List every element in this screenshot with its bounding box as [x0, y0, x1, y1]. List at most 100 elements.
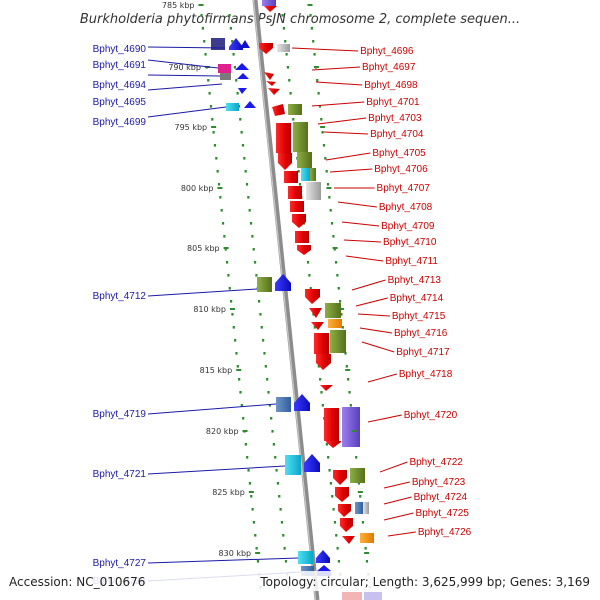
gene-label-left[interactable]: Bphyt_4690: [93, 44, 147, 55]
tick-dot: [312, 40, 315, 43]
tick-dot: [333, 521, 337, 524]
gene-feature: [360, 533, 374, 543]
label-connector: [315, 81, 363, 86]
gene-feature: [314, 333, 329, 354]
tick-dot: [216, 170, 219, 173]
tick-dot: [319, 378, 322, 381]
label-connector: [147, 403, 277, 415]
label-connector: [367, 414, 402, 423]
gene-feature: [298, 551, 313, 564]
kbp-tick: [320, 126, 326, 128]
label-connector: [323, 131, 369, 135]
gene-label-left[interactable]: Bphyt_4691: [93, 60, 147, 71]
tick-dot: [219, 196, 222, 199]
gene-label-right[interactable]: Bphyt_4724: [414, 492, 468, 503]
gene-feature: [237, 73, 249, 79]
tick-dot: [279, 508, 282, 511]
gene-label-right[interactable]: Bphyt_4722: [409, 457, 463, 468]
tick-dot: [284, 560, 288, 563]
gene-label-right[interactable]: Bphyt_4720: [404, 410, 458, 421]
tick-dot: [252, 248, 255, 251]
tick-dot: [245, 183, 249, 186]
gene-label-right[interactable]: Bphyt_4717: [396, 347, 450, 358]
gene-label-right[interactable]: Bphyt_4701: [366, 97, 420, 108]
gene-label-right[interactable]: Bphyt_4715: [392, 311, 446, 322]
tick-dot: [349, 404, 352, 407]
tick-dot: [288, 79, 291, 82]
gene-feature: [316, 354, 331, 370]
kbp-tick: [198, 4, 204, 6]
gene-label-right[interactable]: Bphyt_4705: [372, 148, 426, 159]
gene-label-right[interactable]: Bphyt_4706: [374, 164, 428, 175]
tick-dot: [336, 274, 339, 277]
label-connector: [147, 46, 226, 49]
tick-dot: [340, 313, 343, 316]
gene-feature: [306, 182, 321, 200]
tick-dot: [200, 14, 203, 17]
gene-label-left[interactable]: Bphyt_4719: [93, 409, 147, 420]
gene-label-left[interactable]: Bphyt_4695: [93, 97, 147, 108]
gene-label-right[interactable]: Bphyt_4710: [383, 237, 437, 248]
tick-dot: [274, 456, 277, 459]
tick-dot: [248, 209, 251, 212]
gene-label-right[interactable]: Bphyt_4714: [390, 293, 444, 304]
gene-label-left[interactable]: Bphyt_4727: [93, 558, 147, 569]
tick-dot: [231, 40, 234, 43]
kbp-tick: [351, 430, 357, 432]
gene-label-left[interactable]: Bphyt_4712: [93, 291, 147, 302]
gene-label-right[interactable]: Bphyt_4704: [370, 129, 424, 140]
tick-dot: [231, 313, 234, 316]
gene-label-right[interactable]: Bphyt_4725: [416, 508, 470, 519]
gene-label-right[interactable]: Bphyt_4696: [360, 46, 414, 57]
gene-label-left[interactable]: Bphyt_4721: [93, 469, 147, 480]
tick-dot: [325, 170, 328, 173]
gene-label-left[interactable]: Bphyt_4694: [93, 80, 147, 91]
label-connector: [361, 341, 395, 353]
gene-label-right[interactable]: Bphyt_4723: [412, 477, 466, 488]
label-connector: [329, 168, 373, 173]
gene-feature: [288, 186, 302, 199]
tick-dot: [207, 79, 210, 82]
gene-label-right[interactable]: Bphyt_4709: [381, 221, 435, 232]
gene-feature: [276, 123, 291, 153]
gene-feature: [330, 330, 346, 353]
tick-dot: [328, 196, 331, 199]
gene-label-right[interactable]: Bphyt_4708: [379, 202, 433, 213]
tick-dot: [251, 235, 254, 238]
gene-feature: [292, 214, 306, 228]
tick-dot: [248, 482, 252, 485]
kbp-tick: [332, 247, 338, 249]
gene-label-right[interactable]: Bphyt_4716: [394, 328, 448, 339]
tick-dot: [212, 131, 215, 134]
tick-dot: [227, 274, 230, 277]
gene-label-right[interactable]: Bphyt_4698: [364, 80, 418, 91]
label-connector: [337, 201, 377, 208]
label-connector: [383, 481, 410, 489]
tick-dot: [209, 105, 213, 108]
gene-label-right[interactable]: Bphyt_4703: [368, 113, 422, 124]
gene-label-right[interactable]: Bphyt_4718: [399, 369, 453, 380]
label-connector: [383, 496, 412, 505]
gene-label-right[interactable]: Bphyt_4713: [388, 275, 442, 286]
label-connector: [383, 512, 414, 521]
label-connector: [379, 461, 408, 473]
tick-dot: [317, 92, 320, 95]
gene-feature: [290, 201, 304, 212]
kbp-tick: [307, 4, 313, 6]
tick-dot: [328, 469, 331, 472]
gene-label-right[interactable]: Bphyt_4711: [385, 256, 438, 267]
gene-feature: [257, 277, 272, 292]
tick-dot: [244, 170, 247, 173]
kbp-tick: [211, 126, 217, 128]
gene-feature: [218, 64, 231, 73]
gene-feature: [211, 38, 225, 50]
gene-feature: [342, 536, 355, 544]
tick-dot: [270, 417, 273, 420]
gene-label-right[interactable]: Bphyt_4726: [418, 527, 472, 538]
gene-label-left[interactable]: Bphyt_4699: [93, 117, 147, 128]
kbp-tick: [326, 187, 332, 189]
gene-label-right[interactable]: Bphyt_4707: [377, 183, 431, 194]
gene-label-right[interactable]: Bphyt_4697: [362, 62, 416, 73]
gene-feature: [240, 40, 250, 48]
kbp-tick: [217, 187, 223, 189]
